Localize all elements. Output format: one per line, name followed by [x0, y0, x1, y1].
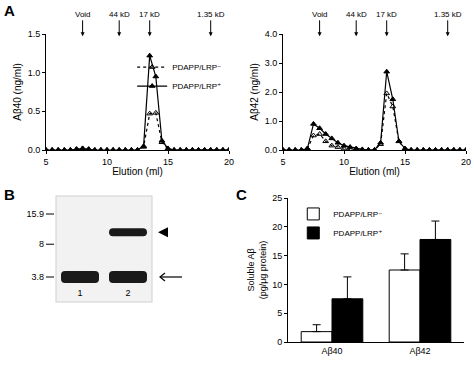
svg-text:10: 10 [272, 280, 282, 290]
svg-text:Elution (ml): Elution (ml) [112, 166, 163, 177]
svg-text:PDAPP/LRP⁻: PDAPP/LRP⁻ [172, 63, 221, 72]
svg-text:25: 25 [272, 193, 282, 203]
svg-text:20: 20 [224, 157, 234, 167]
svg-text:8: 8 [39, 239, 44, 249]
svg-text:44 kD: 44 kD [109, 10, 130, 19]
svg-text:Void: Void [75, 10, 91, 19]
svg-text:Soluble Aβ(pg/μg protein): Soluble Aβ(pg/μg protein) [246, 241, 268, 300]
svg-text:2: 2 [125, 288, 130, 298]
svg-text:0.5: 0.5 [28, 106, 41, 116]
svg-text:44 kD: 44 kD [346, 10, 367, 19]
svg-text:0: 0 [277, 337, 282, 347]
svg-text:5: 5 [43, 157, 48, 167]
svg-text:15: 15 [400, 157, 410, 167]
svg-text:1.35 kD: 1.35 kD [197, 10, 225, 19]
svg-text:PDAPP/LRP⁺: PDAPP/LRP⁺ [333, 229, 382, 238]
svg-text:PDAPP/LRP⁺: PDAPP/LRP⁺ [172, 82, 221, 91]
svg-text:Aβ42 (ng/ml): Aβ42 (ng/ml) [249, 63, 260, 120]
svg-text:5: 5 [277, 308, 282, 318]
svg-text:2.0: 2.0 [265, 87, 278, 97]
svg-text:4.0: 4.0 [265, 29, 278, 39]
html-text:A: A [4, 2, 15, 19]
svg-text:17 kD: 17 kD [376, 10, 397, 19]
svg-text:10: 10 [102, 157, 112, 167]
svg-text:1.5: 1.5 [28, 29, 41, 39]
svg-text:3.8: 3.8 [31, 272, 44, 282]
svg-text:Aβ40: Aβ40 [321, 346, 342, 356]
svg-text:20: 20 [272, 222, 282, 232]
svg-text:15: 15 [163, 157, 173, 167]
svg-text:1.35 kD: 1.35 kD [434, 10, 462, 19]
svg-text:Void: Void [312, 10, 328, 19]
svg-text:20: 20 [461, 157, 471, 167]
svg-text:15: 15 [272, 251, 282, 261]
svg-text:1: 1 [77, 288, 82, 298]
svg-text:0.0: 0.0 [28, 145, 41, 155]
html-text:B: B [4, 186, 15, 203]
svg-text:17 kD: 17 kD [139, 10, 160, 19]
svg-text:PDAPP/LRP⁻: PDAPP/LRP⁻ [333, 210, 382, 219]
svg-text:Elution (ml): Elution (ml) [349, 166, 400, 177]
svg-text:10: 10 [339, 157, 349, 167]
svg-text:1.0: 1.0 [265, 116, 278, 126]
svg-text:15.9: 15.9 [26, 209, 44, 219]
svg-text:Aβ40 (ng/ml): Aβ40 (ng/ml) [12, 63, 23, 120]
svg-text:5: 5 [280, 157, 285, 167]
svg-text:3.0: 3.0 [265, 58, 278, 68]
svg-text:1.0: 1.0 [28, 68, 41, 78]
svg-text:0.0: 0.0 [265, 145, 278, 155]
svg-text:Aβ42: Aβ42 [409, 346, 430, 356]
html-text:C: C [236, 186, 247, 203]
